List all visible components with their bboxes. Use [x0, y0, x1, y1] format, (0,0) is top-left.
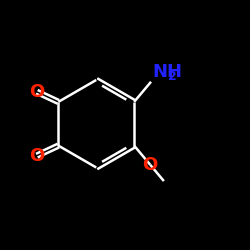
- Text: NH: NH: [152, 62, 182, 80]
- Text: 2: 2: [168, 70, 177, 83]
- Text: O: O: [29, 83, 44, 101]
- Text: O: O: [29, 147, 44, 165]
- Text: O: O: [142, 156, 158, 174]
